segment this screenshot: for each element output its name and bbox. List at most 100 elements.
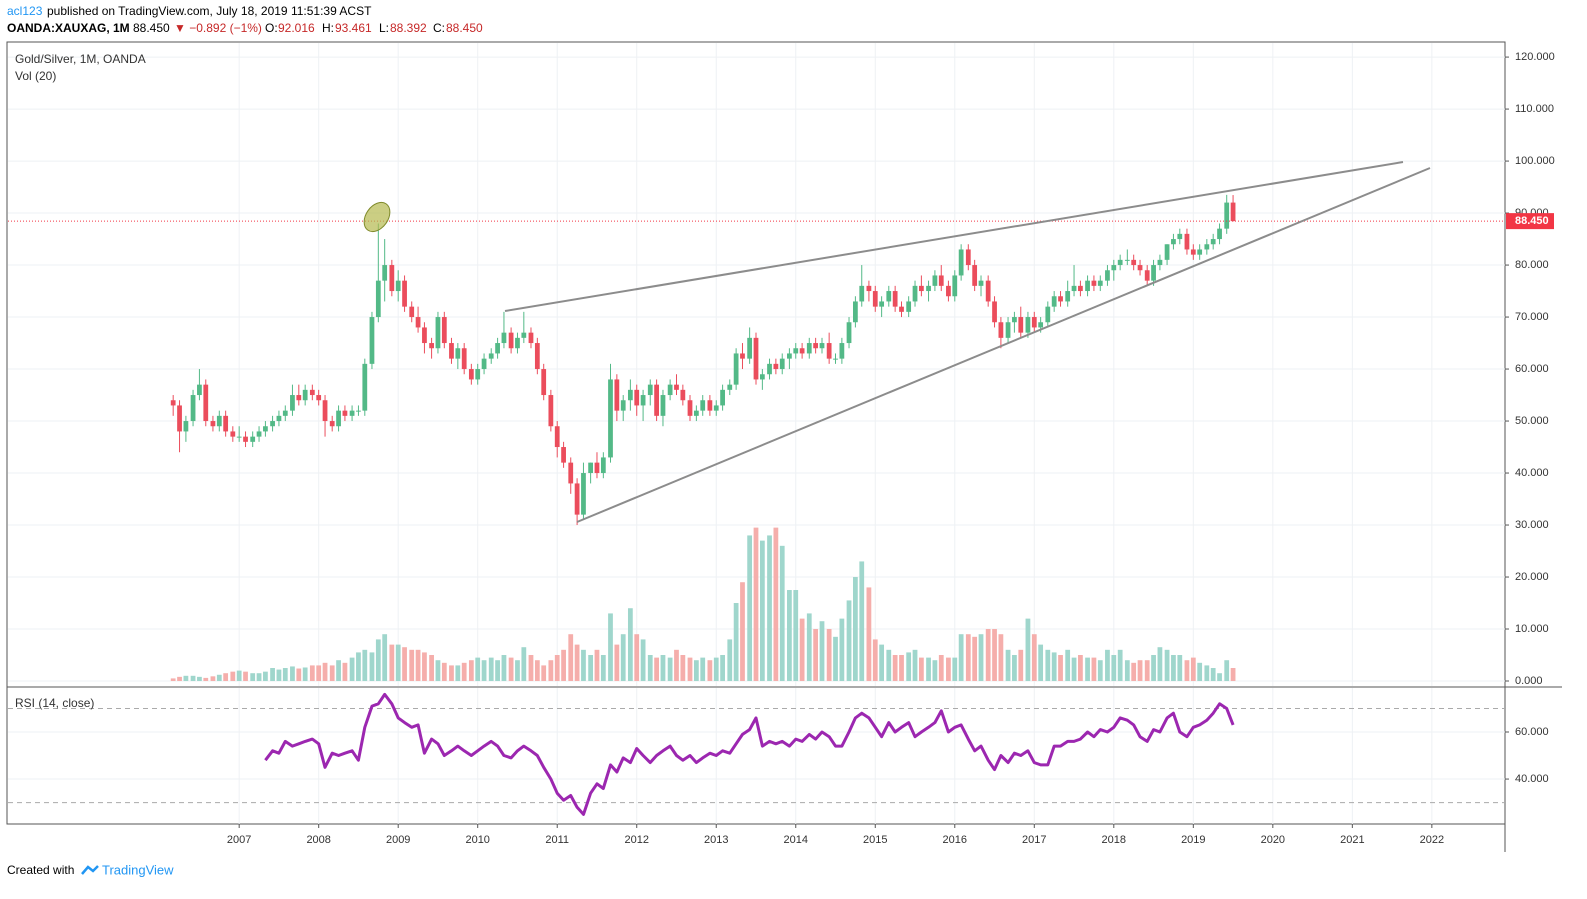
candle-body: [759, 374, 765, 380]
candle-body: [429, 343, 434, 349]
y-tick-label: 80.000: [1515, 259, 1549, 271]
candle-body: [515, 337, 520, 349]
volume-bar: [965, 634, 971, 682]
y-tick-label: 70.000: [1515, 311, 1549, 323]
candle-body: [1224, 202, 1230, 229]
candle-body: [322, 400, 328, 422]
candle-body: [647, 384, 653, 396]
candle-body: [946, 285, 951, 297]
candle-body: [382, 265, 388, 281]
candle-body: [475, 369, 481, 380]
volume-bar: [290, 666, 295, 682]
candle-body: [998, 322, 1004, 338]
volume-bar: [1071, 657, 1077, 682]
volume-bar: [806, 613, 812, 682]
candle-body: [938, 275, 944, 286]
candle-body: [687, 400, 693, 416]
candle-body: [978, 280, 984, 286]
candle-body: [1131, 259, 1137, 266]
candle-body: [1031, 317, 1037, 328]
volume-bar: [296, 668, 302, 682]
volume-bar: [223, 673, 229, 682]
candle-body: [747, 337, 753, 359]
candle-body: [210, 421, 216, 427]
candle-body: [223, 415, 229, 432]
candle-body: [1217, 228, 1222, 240]
x-tick-label: 2015: [863, 834, 887, 846]
x-tick-label: 2016: [943, 834, 967, 846]
rsi-title: RSI (14, close): [15, 696, 94, 710]
trendline: [576, 167, 1431, 523]
volume-bar: [1224, 660, 1230, 682]
candle-body: [972, 265, 978, 286]
candle-body: [879, 301, 885, 307]
volume-bar: [1091, 657, 1097, 682]
volume-bar: [720, 655, 725, 682]
candle-body: [588, 462, 594, 474]
symbol: OANDA:XAUXAG, 1M: [7, 21, 130, 35]
volume-bar: [1012, 655, 1017, 682]
volume-bar: [620, 634, 626, 682]
volume-bar: [1230, 668, 1236, 682]
candle-body: [773, 363, 779, 370]
volume-bar: [336, 660, 341, 682]
footer-brand[interactable]: TradingView: [102, 862, 174, 877]
volume-bar: [316, 665, 322, 682]
volume-bar: [356, 652, 361, 682]
volume-bar: [508, 657, 514, 682]
y-tick-label: 40.000: [1515, 467, 1549, 479]
volume-bar: [422, 652, 427, 682]
candle-body: [250, 436, 256, 442]
x-tick-label: 2017: [1022, 834, 1046, 846]
candle-body: [600, 457, 606, 474]
volume-bar: [1210, 668, 1216, 682]
candle-body: [1157, 259, 1163, 266]
x-tick-label: 2010: [465, 834, 489, 846]
volume-bar: [528, 655, 534, 682]
volume-bar: [872, 639, 878, 682]
volume-bar: [759, 540, 765, 682]
candle-body: [787, 353, 792, 359]
candle-body: [965, 249, 971, 266]
y-tick-label: 40.000: [1515, 773, 1549, 785]
candle-body: [422, 327, 427, 344]
x-tick-label: 2020: [1261, 834, 1285, 846]
candle-body: [216, 415, 222, 427]
volume-bar: [1131, 662, 1137, 682]
candle-body: [660, 395, 666, 416]
candle-body: [733, 353, 739, 385]
candle-body: [740, 353, 745, 359]
volume-bar: [853, 577, 858, 682]
volume-bar: [177, 676, 182, 682]
user[interactable]: acl123: [7, 4, 43, 18]
volume-bar: [918, 657, 924, 682]
candle-body: [1018, 317, 1024, 333]
candle-body: [1091, 280, 1097, 286]
volume-bar: [660, 655, 666, 682]
volume-bar: [429, 655, 434, 682]
candle-body: [713, 405, 719, 411]
candle-body: [342, 410, 348, 416]
candle-body: [183, 421, 189, 432]
volume-bar: [640, 639, 646, 682]
volume-bar: [859, 561, 865, 682]
volume-bar: [488, 657, 494, 682]
y-tick-label: 30.000: [1515, 519, 1549, 531]
volume-bar: [468, 660, 474, 682]
c-value: 88.450: [446, 21, 483, 35]
volume-bar: [521, 647, 527, 682]
candle-body: [952, 275, 958, 297]
volume-bar: [740, 582, 745, 682]
volume-bar: [1137, 660, 1143, 682]
volume-bar: [952, 657, 958, 682]
volume-bar: [230, 671, 236, 682]
candle-body: [495, 343, 500, 354]
volume-bar: [1124, 660, 1130, 682]
volume-bar: [1065, 649, 1071, 682]
candle-body: [296, 395, 302, 401]
volume-bar: [1144, 660, 1150, 682]
volume-bar: [515, 660, 520, 682]
candle-body: [1190, 249, 1196, 255]
